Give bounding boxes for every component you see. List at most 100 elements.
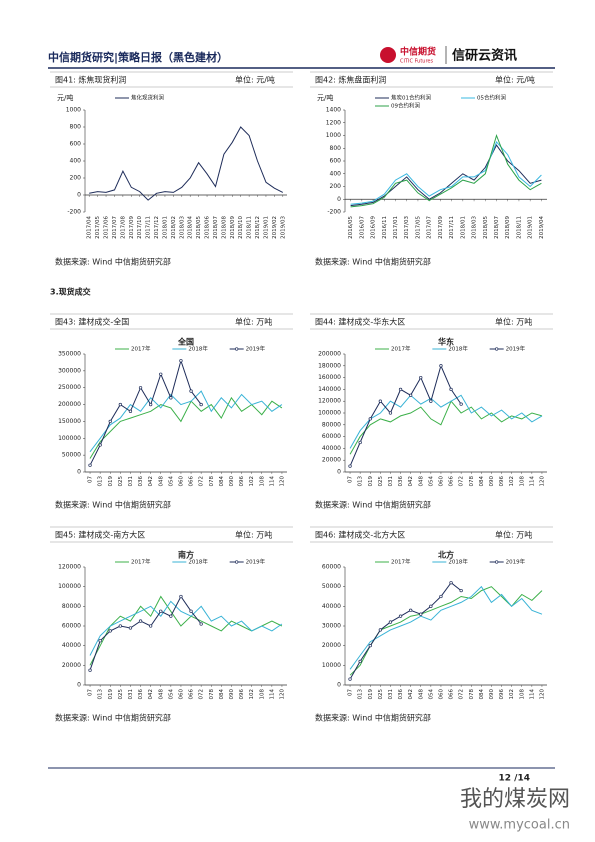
source-note: 数据来源: Wind 中信期货研究部 (55, 500, 171, 510)
legend-label: 2017年 (391, 558, 411, 566)
x-tick-label: 102 (509, 476, 515, 487)
x-tick-label: 2018/03 (472, 216, 478, 239)
x-tick-label: 2019/02 (272, 216, 278, 239)
data-point (459, 402, 463, 406)
series-line (349, 364, 462, 467)
data-point (459, 588, 463, 593)
legend-label: 2018年 (188, 345, 208, 353)
x-tick-label: 072 (199, 476, 205, 487)
series-line (89, 390, 283, 453)
data-point (368, 417, 372, 421)
x-tick-label: 2018/07 (494, 216, 500, 239)
data-point (419, 612, 423, 616)
x-tick-label: 054 (168, 476, 174, 487)
x-tick-label: 078 (469, 476, 475, 487)
figure-title: 图44: 建材成交-华东大区 (315, 317, 405, 327)
figure-title: 图43: 建材成交-全国 (55, 317, 129, 327)
y-tick-label: 0 (337, 196, 341, 203)
y-tick-label: 800 (70, 124, 82, 131)
x-tick-label: 2017/07 (427, 216, 433, 239)
x-tick-label: 114 (269, 476, 275, 487)
x-tick-label: 2017/09 (438, 216, 444, 239)
x-tick-label: 07 (88, 689, 94, 696)
series-line (89, 595, 202, 671)
series-line (89, 126, 284, 201)
x-tick-label: 2018/10 (238, 216, 244, 239)
x-tick-label: 060 (178, 476, 184, 487)
series-line (349, 581, 462, 680)
x-tick-label: 2018/12 (255, 216, 261, 239)
data-point (169, 614, 173, 618)
y-tick-label: 40000 (322, 445, 341, 452)
x-tick-label: 2017/10 (137, 216, 143, 239)
x-tick-label: 054 (428, 476, 434, 487)
y-tick-label: 40000 (322, 603, 341, 610)
source-note: 数据来源: Wind 中信期货研究部 (315, 713, 431, 723)
data-point (388, 620, 393, 624)
x-tick-label: 2017/06 (104, 216, 110, 239)
data-point (169, 396, 173, 400)
y-tick-label: 40000 (62, 642, 81, 649)
x-tick-label: 013 (358, 476, 364, 487)
x-tick-label: 2017/04 (87, 216, 93, 239)
legend-label: 2018年 (448, 345, 468, 353)
x-tick-label: 2019/04 (539, 216, 545, 239)
x-tick-label: 048 (158, 689, 164, 700)
x-tick-label: 084 (219, 689, 225, 700)
x-tick-label: 013 (98, 689, 104, 700)
x-tick-label: 2018/01 (460, 216, 466, 239)
x-tick-label: 2018/08 (221, 216, 227, 239)
series-line (349, 400, 543, 455)
x-tick-label: 07 (88, 476, 94, 483)
x-tick-label: 2018/02 (171, 216, 177, 239)
brand: 信研云资讯 (452, 48, 517, 64)
x-tick-label: 060 (438, 689, 444, 700)
y-tick-label: 140000 (318, 386, 341, 393)
y-tick-label: 100000 (58, 583, 81, 590)
x-tick-label: 108 (519, 689, 525, 700)
report-title: 中信期货研究|策略日报（黑色建材） (48, 50, 228, 64)
x-tick-label: 2018/07 (213, 216, 219, 239)
data-point (398, 387, 403, 392)
x-tick-label: 072 (459, 689, 465, 700)
y-tick-label: 80000 (62, 603, 81, 610)
data-point (199, 402, 203, 407)
x-tick-label: 090 (229, 476, 235, 487)
x-tick-label: 042 (148, 689, 154, 700)
legend-label: 2019年 (246, 345, 266, 353)
x-tick-label: 031 (128, 689, 134, 700)
data-point (138, 619, 143, 623)
x-tick-label: 084 (479, 689, 485, 700)
y-tick-label: 80000 (322, 421, 341, 428)
y-tick-label: 600 (330, 158, 342, 165)
x-tick-label: 2018/01 (162, 216, 168, 239)
data-point (358, 440, 362, 445)
y-tick-label: 1000 (66, 107, 81, 114)
x-tick-label: 2016/09 (371, 216, 377, 239)
legend-label: 焦炭01合约利润 (391, 94, 431, 102)
x-tick-label: 2016/07 (359, 216, 365, 239)
watermark-cn: 我的煤炭网 (460, 787, 570, 812)
data-point (88, 668, 92, 672)
x-tick-label: 048 (418, 689, 424, 700)
y-tick-label: 1000 (326, 132, 341, 139)
x-tick-label: 048 (418, 476, 424, 487)
x-tick-label: 078 (209, 476, 215, 487)
data-point (98, 639, 102, 643)
figure-title: 图41: 炼焦现货利润 (55, 75, 126, 85)
chart-title: 全国 (177, 337, 194, 347)
legend-label: 2018年 (188, 558, 208, 566)
x-tick-label: 2017/07 (112, 216, 118, 239)
x-tick-label: 019 (108, 689, 114, 700)
data-point (409, 393, 413, 397)
data-point (189, 609, 193, 613)
legend-label: 焦化现货利润 (131, 94, 165, 102)
x-tick-label: 102 (249, 689, 255, 700)
x-tick-label: 031 (388, 476, 394, 487)
logo-en: CITIC Futures (400, 59, 433, 65)
x-tick-label: 066 (449, 476, 455, 487)
data-point (419, 375, 423, 380)
x-tick-label: 2018/03 (179, 216, 185, 239)
y-tick-label: 1200 (326, 119, 341, 126)
